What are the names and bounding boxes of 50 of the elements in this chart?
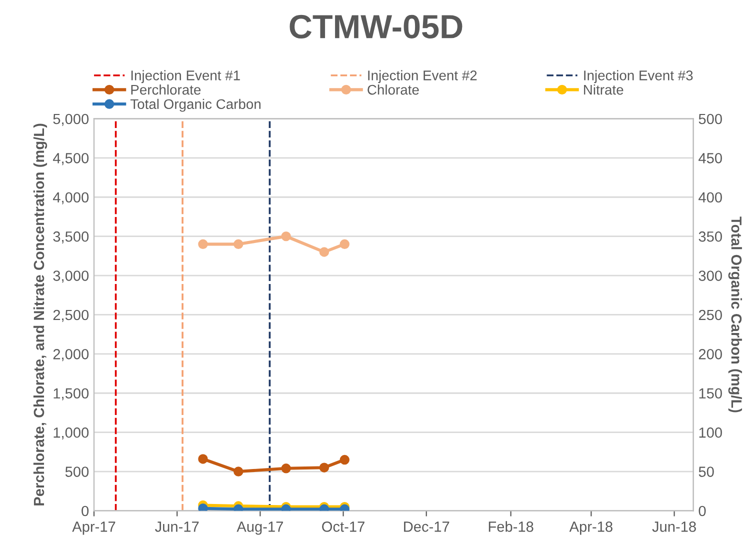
y2-tick-label: 250 (698, 310, 722, 320)
point (319, 462, 330, 472)
y2-tick-label: 400 (698, 192, 722, 203)
x-tick-label: Apr-17 (72, 522, 116, 535)
y2-tick-label: 500 (698, 114, 722, 124)
y2-tick-label: 300 (698, 270, 722, 281)
y-tick-label: 4,000 (52, 192, 89, 204)
point (198, 239, 208, 250)
y-tick-label: 2,500 (53, 310, 89, 322)
x-tick-label: Aug-17 (236, 522, 283, 535)
legend-label: Injection Event #1 (131, 70, 240, 84)
y-tick-label: 2,000 (53, 349, 89, 362)
y-tick-label: 1,500 (54, 388, 89, 400)
legend-label: Perchlorate (131, 84, 201, 95)
y-tick-label: 4,500 (52, 153, 89, 166)
y-tick-label: 3,000 (53, 270, 89, 283)
y-tick-label: 1,000 (54, 427, 89, 440)
chart-title: CTMW-05D (290, 14, 462, 38)
x-tick-label: Jun-18 (652, 522, 696, 532)
point (198, 454, 208, 464)
y2-tick-label: 50 (698, 466, 714, 477)
legend-label: Chlorate (368, 84, 419, 95)
legend-label: Injection Event #3 (584, 70, 693, 84)
x-tick-label: Apr-18 (569, 522, 612, 535)
y2-axis-title: Total Organic Carbon (mg/L) (728, 216, 742, 412)
x-tick-label: Oct-17 (322, 522, 364, 532)
y-tick-label: 500 (65, 466, 89, 477)
legend-label: Injection Event #2 (368, 70, 477, 84)
y2-tick-label: 100 (699, 427, 722, 438)
y2-tick-label: 0 (698, 506, 706, 516)
y-tick-label: 5,000 (53, 114, 89, 126)
point (319, 247, 330, 257)
y2-tick-label: 450 (698, 153, 722, 164)
y-axis-title: Perchlorate, Chlorate, and Nitrate Concentration (mg/L) (33, 124, 48, 506)
point (340, 239, 350, 250)
x-tick-label: Feb-18 (488, 521, 534, 532)
point (340, 454, 350, 465)
x-tick-label: Dec-17 (404, 522, 450, 532)
y-tick-label: 0 (82, 506, 89, 516)
y2-tick-label: 150 (699, 388, 722, 399)
y2-tick-label: 350 (698, 231, 722, 242)
point (281, 464, 291, 474)
legend-label: Total Organic Carbon (130, 98, 260, 112)
x-tick-label: Jun-17 (155, 522, 199, 532)
point (234, 466, 244, 476)
legend-label: Nitrate (584, 84, 624, 95)
point (234, 239, 244, 250)
y2-tick-label: 200 (698, 349, 722, 360)
y-tick-label: 3,500 (53, 231, 89, 244)
point (281, 231, 291, 242)
